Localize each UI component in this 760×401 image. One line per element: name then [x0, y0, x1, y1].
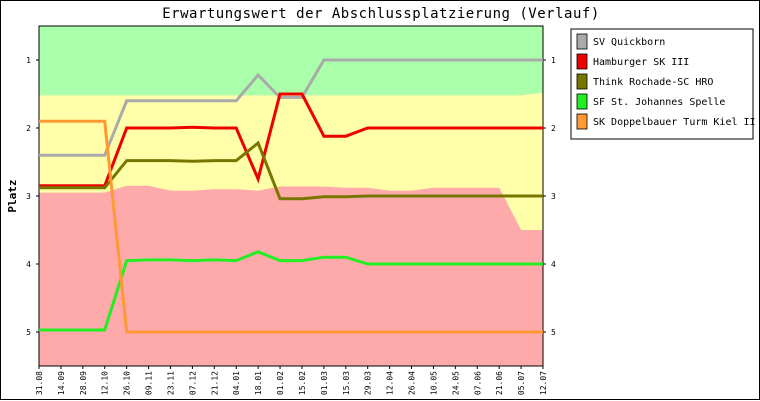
y-tick-label-right: 2 [551, 124, 556, 133]
x-tick-label: 24.05 [451, 371, 460, 395]
x-tick-label: 31.08 [35, 371, 44, 395]
x-tick-label: 10.05 [429, 371, 438, 395]
y-tick-label-left: 5 [26, 328, 31, 337]
x-tick-label: 26.04 [408, 371, 417, 395]
series-line [39, 250, 543, 332]
y-axis-label: Platz [6, 179, 19, 212]
y-tick-label-right: 4 [551, 260, 556, 269]
x-tick-label: 15.03 [342, 371, 351, 395]
y-tick-label-left: 1 [26, 56, 31, 65]
x-tick-label: 01.03 [320, 371, 329, 395]
legend-swatch [576, 93, 588, 110]
x-tick-label: 12.04 [386, 371, 395, 395]
legend-label: Think Rochade-SC HRO [593, 77, 713, 88]
series-line [39, 58, 543, 157]
series-line [39, 140, 543, 201]
legend-label: SV Quickborn [593, 37, 665, 48]
x-tick-label: 18.01 [254, 371, 263, 395]
chart-title: Erwartungswert der Abschlussplatzierung … [162, 6, 600, 22]
series-line [39, 119, 543, 334]
x-tick-label: 15.02 [298, 371, 307, 395]
x-tick-label: 12.07 [539, 371, 548, 395]
x-tick-label: 26.10 [123, 371, 132, 395]
x-tick-label: 04.01 [232, 371, 241, 395]
y-tick-label-left: 4 [26, 260, 31, 269]
y-tick-label-left: 2 [26, 124, 31, 133]
band-top [39, 26, 543, 96]
x-tick-label: 14.09 [57, 371, 66, 395]
legend-swatch [576, 113, 588, 130]
x-tick-label: 09.11 [145, 371, 154, 395]
x-tick-label: 23.11 [166, 371, 175, 395]
legend-box [570, 28, 754, 140]
x-tick-label: 05.07 [517, 371, 526, 395]
legend-swatch [576, 73, 588, 90]
legend-label: Hamburger SK III [593, 57, 689, 68]
x-tick-label: 07.12 [188, 371, 197, 395]
legend-swatch [576, 53, 588, 70]
x-tick-label: 29.03 [364, 371, 373, 395]
legend-label: SF St. Johannes Spelle [593, 97, 725, 108]
y-tick-label-right: 5 [551, 328, 556, 337]
series-line [39, 92, 543, 188]
x-tick-label: 07.06 [473, 371, 482, 395]
x-tick-label: 28.09 [79, 371, 88, 395]
x-tick-label: 12.10 [101, 371, 110, 395]
legend-label: SK Doppelbauer Turm Kiel II [593, 117, 756, 128]
x-tick-label: 01.02 [276, 371, 285, 395]
y-tick-label-left: 3 [26, 192, 31, 201]
y-tick-label-right: 3 [551, 192, 556, 201]
y-tick-label-right: 1 [551, 56, 556, 65]
legend-swatch [576, 33, 588, 50]
x-tick-label: 21.06 [495, 371, 504, 395]
x-tick-label: 21.12 [210, 371, 219, 395]
